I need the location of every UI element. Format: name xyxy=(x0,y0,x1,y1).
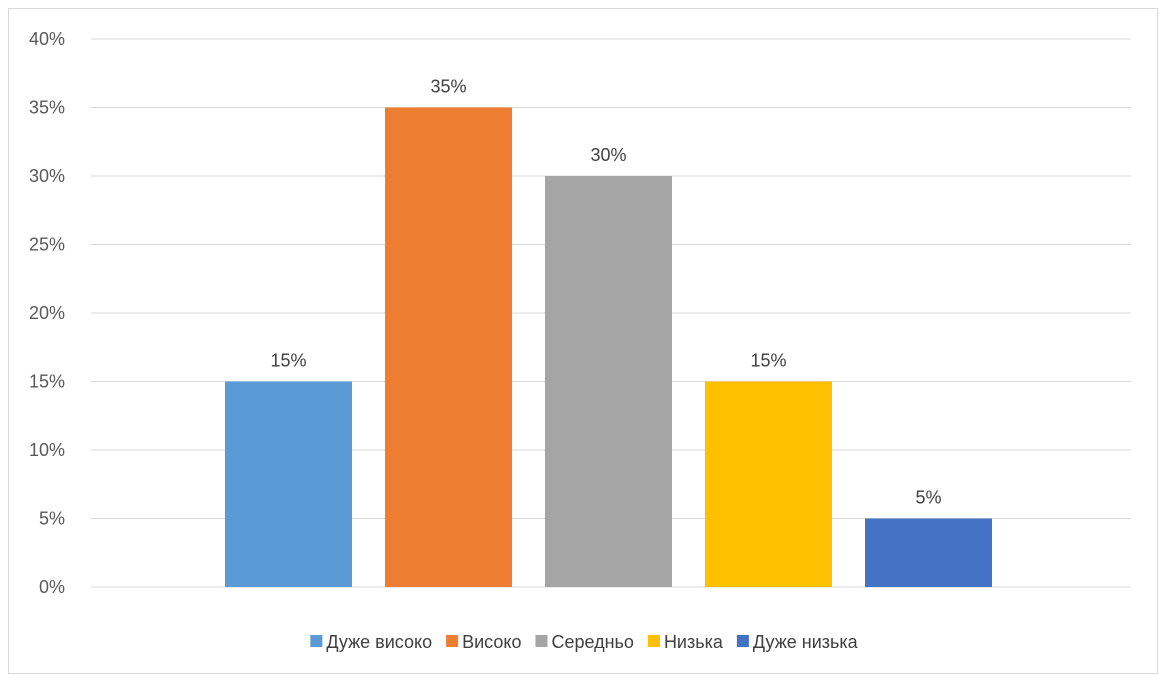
legend-swatch-5 xyxy=(737,635,749,647)
bars xyxy=(225,108,992,588)
legend-label-3: Середньо xyxy=(551,632,633,652)
y-tick-label: 20% xyxy=(29,303,65,323)
bar-1 xyxy=(225,382,352,588)
y-tick-label: 10% xyxy=(29,440,65,460)
y-axis-tick-labels: 0% 5% 10% 15% 20% 25% 30% 35% 40% xyxy=(29,29,65,597)
y-tick-label: 0% xyxy=(39,577,65,597)
legend-label-4: Низька xyxy=(664,632,724,652)
bar-4 xyxy=(705,382,832,588)
y-tick-label: 35% xyxy=(29,98,65,118)
data-label-5: 5% xyxy=(915,488,941,508)
y-tick-label: 25% xyxy=(29,235,65,255)
legend-label-2: Високо xyxy=(462,632,521,652)
bar-3 xyxy=(545,176,672,587)
bar-5 xyxy=(865,519,992,588)
y-tick-label: 5% xyxy=(39,509,65,529)
y-tick-label: 30% xyxy=(29,166,65,186)
legend-label-1: Дуже високо xyxy=(326,632,432,652)
data-label-3: 30% xyxy=(590,145,626,165)
y-tick-label: 40% xyxy=(29,29,65,49)
legend-label-5: Дуже низька xyxy=(753,632,859,652)
bar-2 xyxy=(385,108,512,588)
y-tick-label: 15% xyxy=(29,372,65,392)
legend-swatch-3 xyxy=(535,635,547,647)
data-label-1: 15% xyxy=(270,351,306,371)
legend-swatch-1 xyxy=(310,635,322,647)
legend-swatch-2 xyxy=(446,635,458,647)
chart-frame: 0% 5% 10% 15% 20% 25% 30% 35% 40% 15% 35% 30% 15% 5%… xyxy=(8,8,1158,674)
legend-swatch-4 xyxy=(648,635,660,647)
data-label-2: 35% xyxy=(430,77,466,97)
data-label-4: 15% xyxy=(750,351,786,371)
legend: Дуже високо Високо Середньо Низька Дуже низь… xyxy=(310,632,858,652)
bar-chart: 0% 5% 10% 15% 20% 25% 30% 35% 40% 15% 35% 30% 15% 5%… xyxy=(9,9,1159,675)
